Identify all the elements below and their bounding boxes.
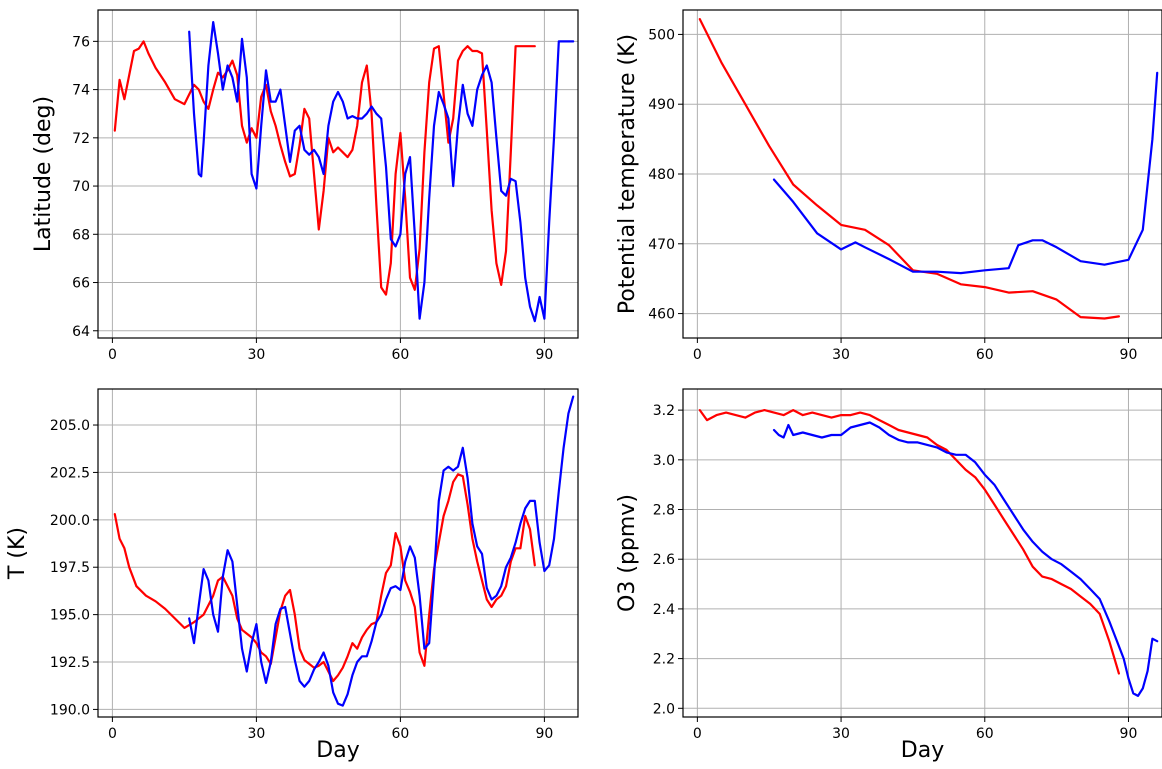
y-tick-label: 460	[648, 307, 675, 323]
x-tick-label: 30	[247, 726, 265, 742]
y-tick-label: 480	[648, 167, 675, 183]
y-tick-label: 2.6	[653, 552, 675, 568]
latitude-panel: 0 30 60 90 64 66 68 70 72 74 76 Latitude (deg)	[31, 9, 579, 363]
red-series-line	[113, 473, 536, 683]
y-tick-label: 190.0	[50, 702, 90, 718]
temperature-panel: 0 30 60 90 190.0 192.5 195.0 197.5 200.0 202.5 205…	[5, 388, 579, 763]
y-tick-label: 192.5	[50, 655, 90, 671]
y-tick-label: 2.4	[653, 602, 675, 618]
x-tick-label: 30	[832, 347, 850, 363]
blue-series-line	[188, 21, 575, 323]
x-tick-label: 60	[391, 347, 409, 363]
x-tick-label: 0	[693, 347, 702, 363]
red-series-line	[113, 40, 536, 296]
x-tick-label: 30	[247, 347, 265, 363]
x-tick-label: 90	[1120, 726, 1138, 742]
x-axis-label: Day	[901, 738, 944, 763]
axes-frame	[682, 388, 1162, 718]
x-tick-label: 30	[832, 726, 850, 742]
axes-frame	[97, 9, 579, 339]
x-tick-label: 90	[535, 347, 553, 363]
y-tick-label: 2.0	[653, 701, 675, 717]
blue-series-line	[188, 395, 575, 707]
y-tick-label: 197.5	[50, 560, 90, 576]
y-tick-label: 202.5	[50, 465, 90, 481]
y-tick-label: 195.0	[50, 608, 90, 624]
y-tick-label: 470	[648, 237, 675, 253]
y-tick-label: 76	[72, 34, 90, 50]
blue-series-line	[772, 421, 1159, 697]
latitude-ylabel: Latitude (deg)	[31, 96, 56, 252]
y-tick-label: 68	[72, 227, 90, 243]
x-tick-label: 90	[1120, 347, 1138, 363]
x-axis-label: Day	[316, 738, 359, 763]
red-series-line	[698, 409, 1120, 675]
x-tick-label: 60	[976, 726, 994, 742]
t-ylabel: T (K)	[5, 527, 30, 580]
y-tick-label: 490	[648, 97, 675, 113]
y-tick-label: 74	[72, 83, 90, 99]
y-tick-label: 3.0	[653, 453, 675, 469]
y-tick-label: 66	[72, 276, 90, 292]
x-tick-label: 0	[108, 347, 117, 363]
x-tick-label: 60	[976, 347, 994, 363]
y-tick-label: 200.0	[50, 513, 90, 529]
y-tick-label: 2.8	[653, 503, 675, 519]
axes-frame	[97, 388, 579, 718]
o3-ylabel: O3 (ppmv)	[615, 494, 640, 612]
x-tick-label: 90	[535, 726, 553, 742]
y-tick-label: 2.2	[653, 652, 675, 668]
x-tick-label: 60	[391, 726, 409, 742]
grid-lines	[98, 10, 578, 338]
ozone-panel: 0 30 60 90 2.0 2.2 2.4 2.6 2.8 3.0 3.2 O3 (ppmv) Day	[615, 388, 1162, 763]
y-tick-label: 3.2	[653, 403, 675, 419]
potential-temperature-panel: 0 30 60 90 460 470 480 490 500 Potential temperat…	[615, 9, 1162, 363]
x-tick-label: 0	[108, 726, 117, 742]
y-tick-label: 72	[72, 131, 90, 147]
x-tick-label: 0	[693, 726, 702, 742]
grid-lines	[98, 389, 578, 717]
potential-temperature-ylabel: Potential temperature (K)	[615, 34, 640, 314]
y-tick-label: 70	[72, 179, 90, 195]
grid-lines	[683, 389, 1162, 717]
y-tick-label: 64	[72, 324, 90, 340]
y-tick-label: 500	[648, 27, 675, 43]
blue-series-line	[772, 71, 1159, 275]
grid-lines	[683, 10, 1162, 338]
red-series-line	[698, 18, 1120, 320]
y-tick-label: 205.0	[50, 418, 90, 434]
